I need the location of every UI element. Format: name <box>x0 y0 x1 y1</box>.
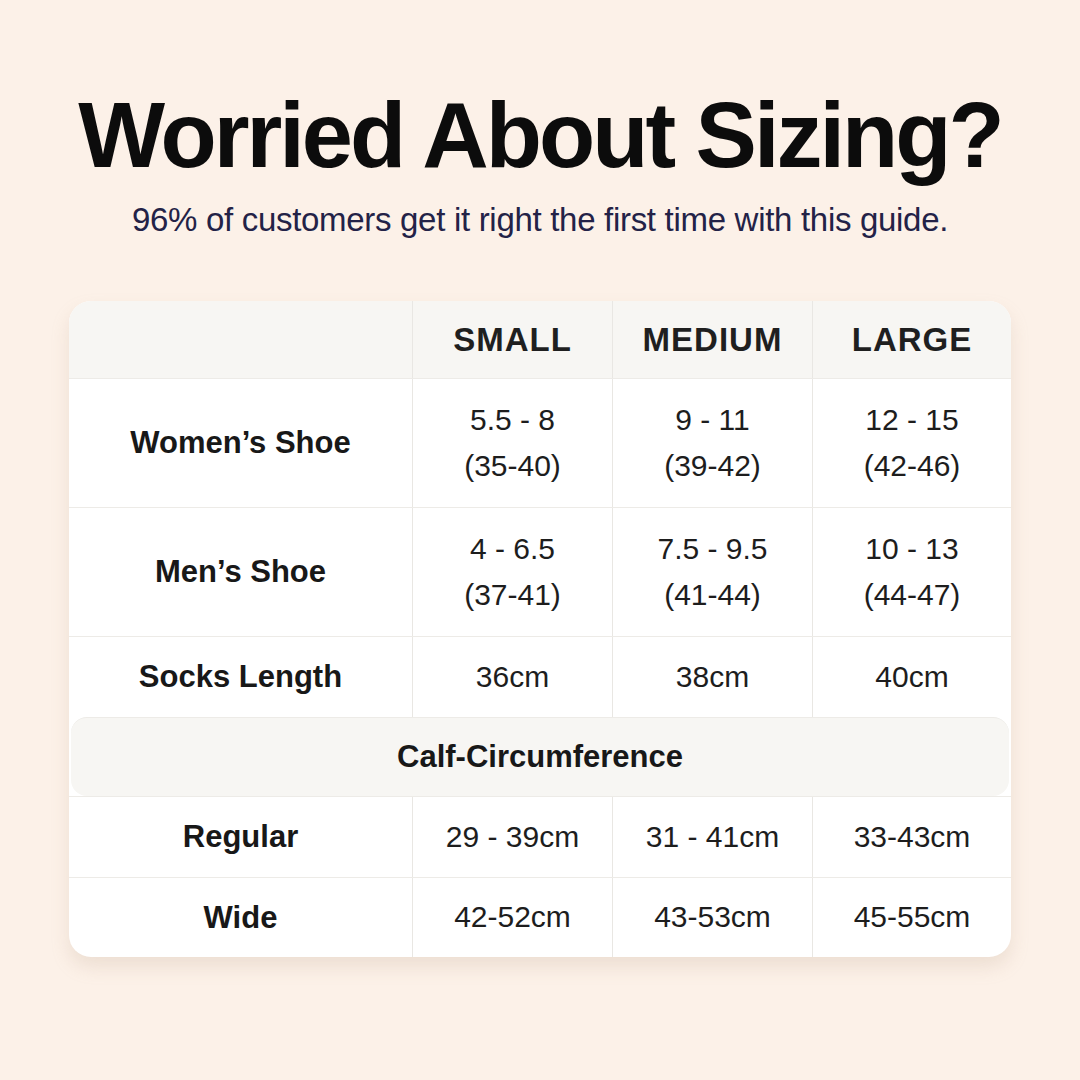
socks-length-small-value: 36cm <box>412 637 612 717</box>
row-label-womens-shoe: Women’s Shoe <box>69 379 412 507</box>
wide-large-value: 45-55cm <box>812 878 1011 957</box>
sizing-guide-infographic: Worried About Sizing? 96% of customers g… <box>0 0 1080 1080</box>
row-mens-shoe: Men’s Shoe 4 - 6.5 (37-41) 7.5 - 9.5 (41… <box>69 507 1011 636</box>
value-line: 10 - 13 <box>865 526 958 573</box>
value-line: (41-44) <box>664 572 761 619</box>
row-label-mens-shoe: Men’s Shoe <box>69 508 412 636</box>
value-line: 29 - 39cm <box>446 814 579 861</box>
row-label-regular: Regular <box>69 797 412 877</box>
value-line: (39-42) <box>664 443 761 490</box>
value-line: 45-55cm <box>854 894 971 941</box>
table-header-row: SMALL MEDIUM LARGE <box>69 301 1011 378</box>
value-line: 36cm <box>476 654 549 701</box>
mens-shoe-medium-value: 7.5 - 9.5 (41-44) <box>612 508 812 636</box>
value-line: 33-43cm <box>854 814 971 861</box>
mens-shoe-large-value: 10 - 13 (44-47) <box>812 508 1011 636</box>
section-header-label: Calf-Circumference <box>397 739 683 775</box>
value-line: 38cm <box>676 654 749 701</box>
womens-shoe-small-value: 5.5 - 8 (35-40) <box>412 379 612 507</box>
value-line: 42-52cm <box>454 894 571 941</box>
value-line: 12 - 15 <box>865 397 958 444</box>
row-label-socks-length: Socks Length <box>69 637 412 717</box>
row-socks-length: Socks Length 36cm 38cm 40cm <box>69 636 1011 717</box>
value-line: 9 - 11 <box>675 397 750 444</box>
page-subtitle: 96% of customers get it right the first … <box>0 201 1080 239</box>
value-line: (44-47) <box>864 572 961 619</box>
size-chart-table: SMALL MEDIUM LARGE Women’s Shoe 5.5 - 8 … <box>69 301 1011 957</box>
value-line: 7.5 - 9.5 <box>657 526 767 573</box>
womens-shoe-medium-value: 9 - 11 (39-42) <box>612 379 812 507</box>
row-label-wide: Wide <box>69 878 412 957</box>
socks-length-large-value: 40cm <box>812 637 1011 717</box>
value-line: (35-40) <box>464 443 561 490</box>
womens-shoe-large-value: 12 - 15 (42-46) <box>812 379 1011 507</box>
value-line: 4 - 6.5 <box>470 526 555 573</box>
column-header-large: LARGE <box>812 301 1011 378</box>
value-line: (37-41) <box>464 572 561 619</box>
page-title: Worried About Sizing? <box>0 84 1080 187</box>
value-line: 31 - 41cm <box>646 814 779 861</box>
column-header-medium: MEDIUM <box>612 301 812 378</box>
wide-medium-value: 43-53cm <box>612 878 812 957</box>
regular-small-value: 29 - 39cm <box>412 797 612 877</box>
hero-header: Worried About Sizing? 96% of customers g… <box>0 0 1080 239</box>
value-line: 40cm <box>875 654 948 701</box>
row-wide: Wide 42-52cm 43-53cm 45-55cm <box>69 877 1011 957</box>
value-line: 43-53cm <box>654 894 771 941</box>
row-regular: Regular 29 - 39cm 31 - 41cm 33-43cm <box>69 796 1011 877</box>
value-line: (42-46) <box>864 443 961 490</box>
wide-small-value: 42-52cm <box>412 878 612 957</box>
regular-medium-value: 31 - 41cm <box>612 797 812 877</box>
value-line: 5.5 - 8 <box>470 397 555 444</box>
mens-shoe-small-value: 4 - 6.5 (37-41) <box>412 508 612 636</box>
column-header-empty <box>69 301 412 378</box>
regular-large-value: 33-43cm <box>812 797 1011 877</box>
section-header-calf-circumference: Calf-Circumference <box>71 717 1009 796</box>
column-header-small: SMALL <box>412 301 612 378</box>
row-womens-shoe: Women’s Shoe 5.5 - 8 (35-40) 9 - 11 (39-… <box>69 378 1011 507</box>
socks-length-medium-value: 38cm <box>612 637 812 717</box>
